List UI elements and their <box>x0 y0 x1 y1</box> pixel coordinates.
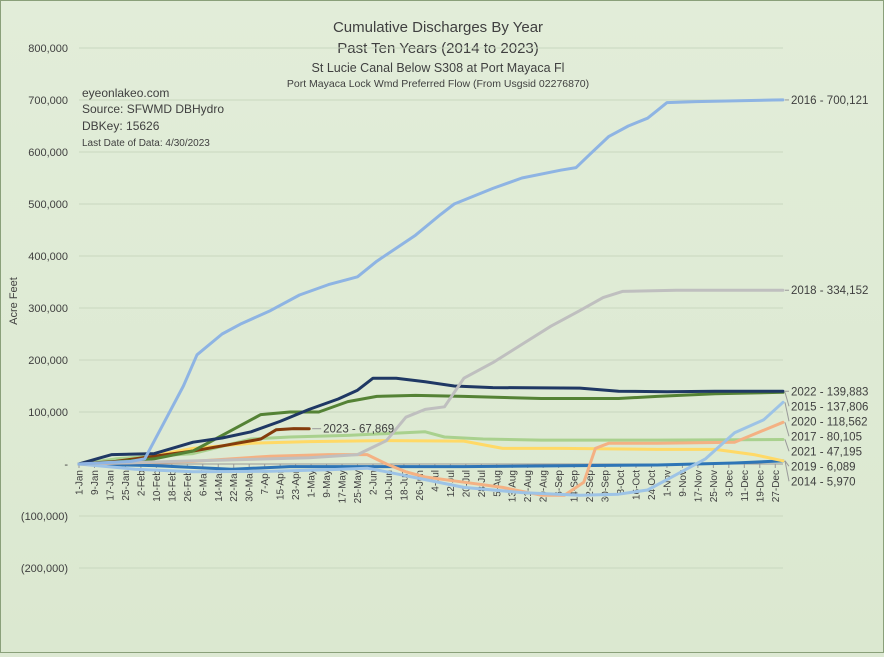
grid-lines <box>79 47 783 569</box>
end-label-leader <box>784 422 790 437</box>
info-site: eyeonlakeo.com <box>82 86 169 100</box>
end-label-2016: 2016 - 700,121 <box>791 95 868 107</box>
x-tick-label: 11-Dec <box>740 470 751 502</box>
x-tick-label: 29-Aug <box>539 470 550 502</box>
y-tick-label: 700,000 <box>28 95 68 107</box>
x-tick-label: 10-Jun <box>384 470 395 501</box>
chart-subtitle-site: St Lucie Canal Below S308 at Port Mayaca… <box>312 61 565 75</box>
y-tick-label: 400,000 <box>28 251 68 263</box>
x-tick-label: 1-Nov <box>662 470 673 497</box>
end-label-2019: 2019 - 6,089 <box>791 461 856 473</box>
x-tick-label: 18-Jun <box>399 470 410 501</box>
y-tick-label: (200,000) <box>21 563 68 575</box>
x-tick-labels: 1-Jan 9-Jan 17-Jan 25-Jan 2-Feb 10-Feb 18-Feb 2… <box>75 464 782 503</box>
x-tick-label: 7-Apr <box>260 469 271 494</box>
x-tick-label: 30-Mar <box>245 469 256 501</box>
y-tick-label: 300,000 <box>28 303 68 315</box>
end-label-leader <box>784 460 790 482</box>
x-tick-label: 30-Sep <box>601 470 612 503</box>
x-tick-label: 9-May <box>322 470 333 498</box>
x-tick-label: 22-Sep <box>585 470 596 503</box>
x-tick-label: 17-May <box>338 470 349 503</box>
x-tick-label: 18-Feb <box>167 470 178 502</box>
chart-subtitle-flow: Port Mayaca Lock Wmd Preferred Flow (Fro… <box>287 78 589 90</box>
x-tick-label: 27-Dec <box>771 470 782 502</box>
x-tick-label: 26-Feb <box>183 470 194 502</box>
x-tick-label: 15-Apr <box>276 469 287 500</box>
x-tick-label: 22-Mar <box>229 469 240 501</box>
x-tick-label: 5-Aug <box>492 470 503 497</box>
chart-title: Cumulative Discharges By Year <box>333 19 543 36</box>
end-label-2018: 2018 - 334,152 <box>791 285 868 297</box>
info-last-date: Last Date of Data: 4/30/2023 <box>82 138 210 149</box>
end-label-2017: 2017 - 80,105 <box>791 431 862 443</box>
y-axis-label: Acre Feet <box>8 277 20 325</box>
series-lines <box>77 98 785 497</box>
x-tick-label: 26-Jun <box>415 470 426 501</box>
end-label-leader <box>784 402 790 422</box>
info-dbkey: DBKey: 15626 <box>82 119 160 133</box>
y-tick-label: 100,000 <box>28 407 68 419</box>
x-tick-label: 25-May <box>353 470 364 503</box>
end-label-2022: 2022 - 139,883 <box>791 386 868 398</box>
x-tick-label: 6-Sep <box>554 470 565 497</box>
x-tick-label: 6-Mar <box>198 469 209 496</box>
end-label-2021: 2021 - 47,195 <box>791 446 862 458</box>
x-tick-label: 1-Jan <box>75 470 86 495</box>
x-tick-label: 25-Nov <box>709 470 720 502</box>
x-tick-label: 14-Mar <box>214 469 225 501</box>
x-tick-label: 16-Oct <box>632 470 643 500</box>
end-label-leader <box>784 392 790 407</box>
x-tick-label: 17-Jan <box>105 470 116 501</box>
end-label-2020: 2020 - 118,562 <box>791 416 868 428</box>
x-tick-label: 8-Oct <box>616 470 627 495</box>
series-line-2016 <box>77 98 785 466</box>
y-tick-label: - <box>64 459 68 471</box>
series-line-2018 <box>77 288 785 466</box>
end-label-2015: 2015 - 137,806 <box>791 401 868 413</box>
chart-titles: Cumulative Discharges By Year Past Ten Y… <box>287 19 589 90</box>
x-tick-label: 19-Dec <box>755 470 766 502</box>
series-line-2022 <box>77 376 785 466</box>
x-tick-label: 3-Dec <box>724 470 735 497</box>
y-tick-labels: 800,000 700,000 600,000 500,000 400,000 300,0… <box>21 43 68 575</box>
x-tick-label: 10-Feb <box>152 470 163 502</box>
y-tick-label: 800,000 <box>28 43 68 55</box>
y-tick-label: 600,000 <box>28 147 68 159</box>
info-source: Source: SFWMD DBHydro <box>82 102 224 116</box>
x-tick-label: 9-Jan <box>90 470 101 495</box>
series-line-2020 <box>77 400 785 497</box>
x-tick-label: 9-Nov <box>678 470 689 497</box>
x-tick-label: 21-Aug <box>523 470 534 502</box>
series-line-2015 <box>77 390 785 466</box>
y-tick-label: 200,000 <box>28 355 68 367</box>
x-tick-label: 2-Feb <box>136 470 147 497</box>
series-line-2017 <box>77 420 785 497</box>
x-tick-label: 23-Apr <box>291 469 302 500</box>
series-end-labels: 2016 - 700,121 2018 - 334,152 2022 - 139,8… <box>312 95 868 488</box>
end-label-leader <box>784 439 790 452</box>
info-block: eyeonlakeo.com Source: SFWMD DBHydro DBK… <box>82 86 224 149</box>
y-tick-label: (100,000) <box>21 511 68 523</box>
x-tick-label: 2-Jun <box>368 470 379 495</box>
y-tick-label: 500,000 <box>28 199 68 211</box>
x-tick-label: 24-Oct <box>647 470 658 500</box>
x-tick-label: 25-Jan <box>121 470 132 501</box>
x-tick-label: 1-May <box>307 470 318 498</box>
x-tick-label: 14-Sep <box>570 470 581 503</box>
end-label-2023: 2023 - 67,869 <box>323 424 394 436</box>
end-label-2014: 2014 - 5,970 <box>791 476 856 488</box>
x-tick-label: 13-Aug <box>508 470 519 502</box>
series-line-2021 <box>77 430 785 466</box>
x-tick-label: 17-Nov <box>693 470 704 502</box>
